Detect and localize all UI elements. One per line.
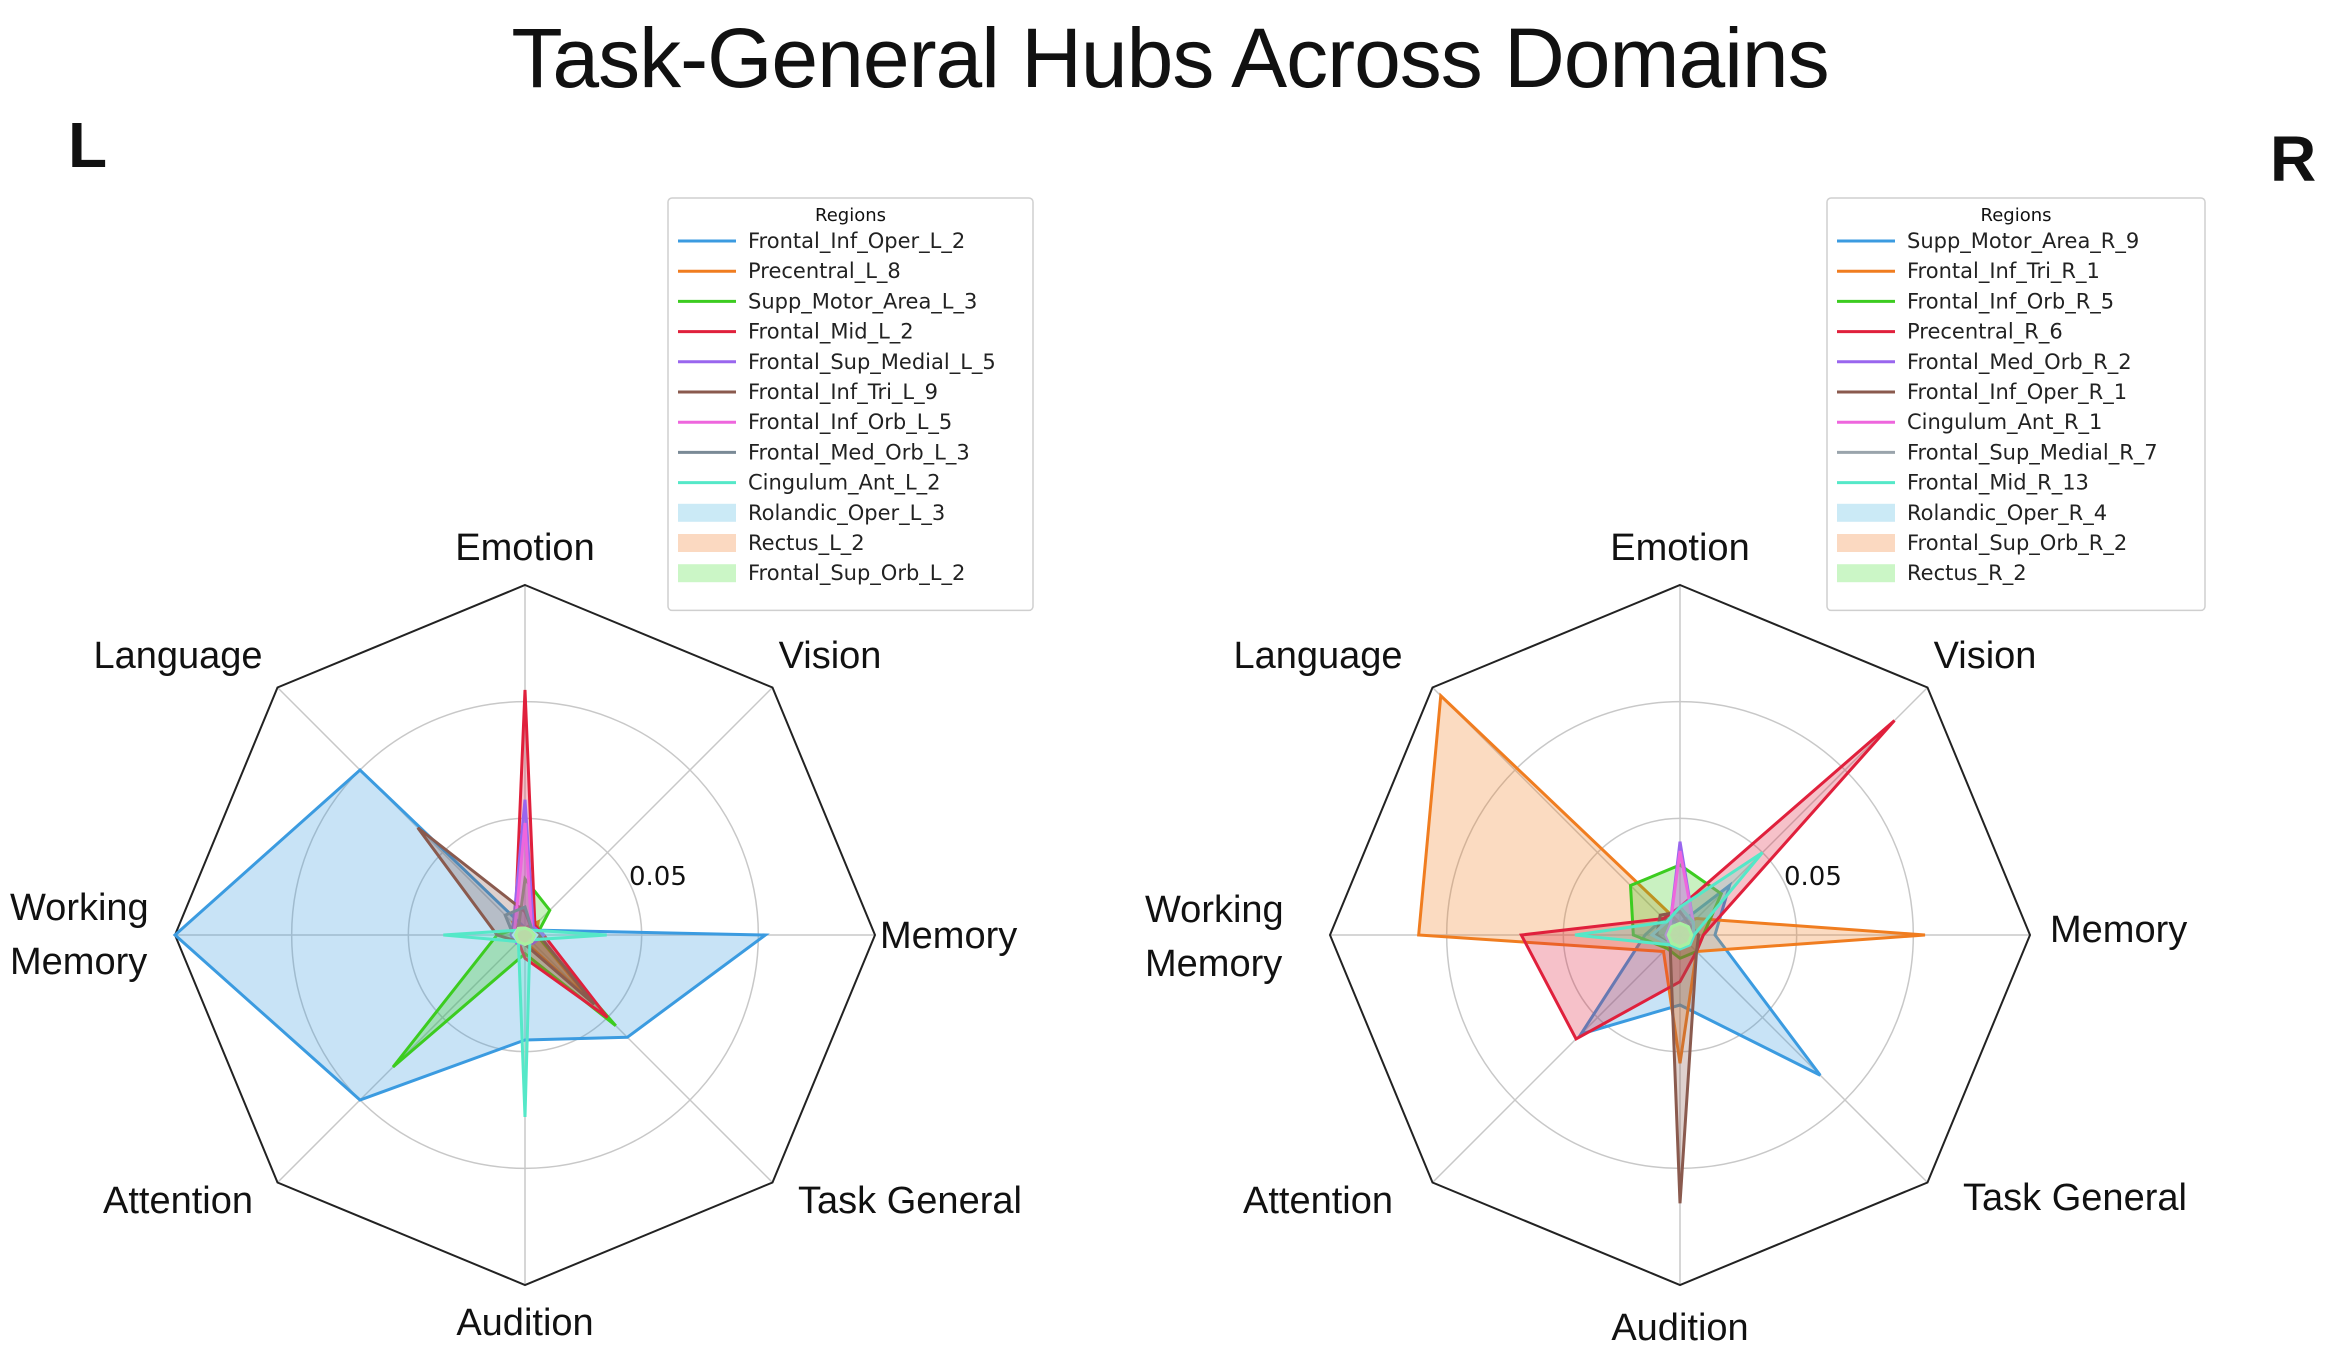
axis-label-task-general: Task General bbox=[798, 1180, 1022, 1222]
axis-label-working-memory: Working Memory bbox=[1145, 889, 1284, 985]
legend-entry: Rolandic_Oper_R_4 bbox=[1907, 501, 2107, 526]
legend: Regions Supp_Motor_Area_R_9 Frontal_Inf_Tr… bbox=[1826, 197, 2206, 612]
axis-spoke bbox=[1679, 934, 1929, 1184]
legend-entry: Frontal_Med_Orb_L_3 bbox=[748, 440, 970, 465]
panel-label-right: R bbox=[2270, 123, 2317, 195]
radar-panel-L: 0.05 Emotion Vision Memory Task General Audit… bbox=[10, 197, 1034, 1344]
axis-label-attention: Attention bbox=[103, 1180, 253, 1222]
legend-entry: Frontal_Mid_R_13 bbox=[1907, 471, 2089, 496]
radial-tick-label: 0.05 bbox=[629, 862, 687, 892]
legend-entry: Frontal_Sup_Orb_L_2 bbox=[748, 561, 965, 586]
legend-entry: Frontal_Sup_Medial_L_5 bbox=[748, 350, 996, 375]
chart-title: Task-General Hubs Across Domains bbox=[511, 11, 1829, 105]
legend-title: Regions bbox=[1981, 205, 2052, 226]
legend-entry: Frontal_Inf_Tri_L_9 bbox=[748, 380, 938, 405]
axis-label-audition: Audition bbox=[1611, 1307, 1748, 1349]
radial-tick-label: 0.05 bbox=[1784, 862, 1842, 892]
series-Rectus_R_2 bbox=[1666, 921, 1694, 949]
axis-label-vision: Vision bbox=[1934, 635, 2037, 677]
legend-box bbox=[667, 197, 1034, 612]
legend-entry: Precentral_L_8 bbox=[748, 259, 901, 284]
axis-spoke bbox=[524, 686, 774, 936]
axis-spoke bbox=[524, 934, 774, 1184]
legend-entry: Frontal_Inf_Orb_R_5 bbox=[1907, 289, 2114, 314]
legend-swatch bbox=[1837, 503, 1895, 522]
legend-entry: Precentral_R_6 bbox=[1907, 320, 2063, 345]
legend-entry: Rectus_L_2 bbox=[748, 531, 865, 556]
legend-entry: Frontal_Inf_Orb_L_5 bbox=[748, 410, 952, 435]
legend-entry: Frontal_Mid_L_2 bbox=[748, 320, 914, 345]
axis-label-audition: Audition bbox=[456, 1302, 593, 1344]
panel-label-left: L bbox=[68, 109, 108, 181]
series-Frontal_Inf_Oper_L_2 bbox=[172, 767, 770, 1102]
axis-label-memory: Memory bbox=[880, 915, 1017, 957]
legend-entry: Frontal_Sup_Medial_R_7 bbox=[1907, 440, 2158, 465]
legend-swatch bbox=[678, 564, 736, 583]
radar-panel-R: 0.05 Emotion Vision Memory Task General Audit… bbox=[1145, 197, 2206, 1349]
legend-swatch bbox=[678, 503, 736, 522]
legend-entry: Frontal_Inf_Oper_L_2 bbox=[748, 229, 965, 254]
legend-entry: Cingulum_Ant_R_1 bbox=[1907, 410, 2102, 435]
legend-entry: Supp_Motor_Area_R_9 bbox=[1907, 229, 2139, 254]
legend-swatch bbox=[678, 534, 736, 552]
legend-entry: Frontal_Inf_Tri_R_1 bbox=[1907, 259, 2100, 284]
axis-label-task-general: Task General bbox=[1963, 1177, 2187, 1219]
axis-label-working-memory: Working Memory bbox=[10, 887, 149, 983]
axis-label-emotion: Emotion bbox=[1610, 527, 1749, 569]
outer-frame bbox=[173, 583, 877, 1287]
series-Frontal_Mid_R_13 bbox=[1574, 851, 1764, 951]
axis-label-attention: Attention bbox=[1243, 1180, 1393, 1222]
series-Precentral_R_6 bbox=[1518, 719, 1896, 1041]
legend-entry: Frontal_Med_Orb_R_2 bbox=[1907, 350, 2132, 375]
legend-swatch bbox=[1837, 534, 1895, 552]
legend-title: Regions bbox=[815, 205, 886, 226]
legend-entry: Rectus_R_2 bbox=[1907, 561, 2027, 586]
series-Cingulum_Ant_L_2 bbox=[443, 926, 607, 1118]
legend: Regions Frontal_Inf_Oper_L_2 Precentral_L_… bbox=[667, 197, 1034, 612]
legend-entry: Rolandic_Oper_L_3 bbox=[748, 501, 945, 526]
axis-label-memory: Memory bbox=[2050, 909, 2187, 951]
legend-entry: Supp_Motor_Area_L_3 bbox=[748, 289, 977, 314]
axis-label-language: Language bbox=[1233, 635, 1402, 677]
axis-label-emotion: Emotion bbox=[455, 527, 594, 569]
outer-frame bbox=[1328, 583, 2032, 1287]
axis-label-vision: Vision bbox=[779, 635, 882, 677]
legend-swatch bbox=[1837, 564, 1895, 583]
legend-entry: Frontal_Inf_Oper_R_1 bbox=[1907, 380, 2127, 405]
legend-entry: Frontal_Sup_Orb_R_2 bbox=[1907, 531, 2127, 556]
series-Frontal_Sup_Orb_L_2 bbox=[514, 926, 537, 946]
axis-spoke bbox=[1431, 934, 1681, 1184]
axis-label-language: Language bbox=[93, 635, 262, 677]
legend-box bbox=[1826, 197, 2206, 612]
legend-entry: Cingulum_Ant_L_2 bbox=[748, 471, 941, 496]
